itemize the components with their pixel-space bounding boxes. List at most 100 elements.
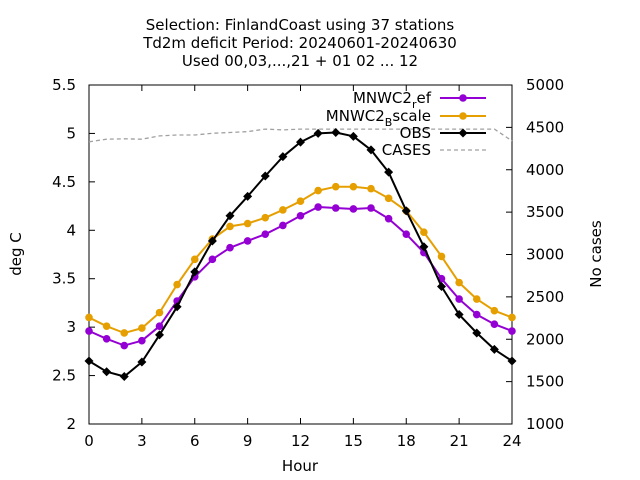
plot-frame [88,84,513,425]
data-point [402,230,411,238]
data-point [155,308,164,317]
data-point [489,344,499,354]
data-point [102,334,111,343]
data-point [313,128,323,138]
data-point [455,295,463,303]
legend-entry-mnwc2-ref: MNWC2ref [353,89,486,111]
data-point [120,341,129,350]
data-point [437,252,446,261]
y2-tick-label: 1000 [526,415,564,433]
x-tick-label: 3 [137,432,147,450]
data-point [472,310,481,319]
series-mnwc2-ref [85,203,516,350]
x-axis-label: Hour [282,457,319,475]
legend-label-main: MNWC2 [326,107,385,125]
data-point [490,320,499,329]
data-point [367,184,375,193]
series-line [88,131,513,378]
data-point [331,204,340,212]
legend-label-tail: ef [416,89,431,107]
data-point [119,372,129,382]
data-point [173,280,181,289]
data-point [349,182,358,191]
data-point [85,313,93,322]
data-point [420,228,428,237]
legend-label: MNWC2Bscale [326,107,431,129]
legend-label: CASES [382,141,431,159]
data-point [279,221,287,230]
x-tick-label: 6 [190,432,200,450]
data-point [314,203,322,211]
data-point [508,313,516,322]
data-point [455,278,463,287]
y-tick-label: 4.5 [52,173,76,191]
legend-label-subscript: B [385,116,393,129]
data-point [261,213,270,222]
legend-swatch-marker [459,94,467,102]
data-point [102,322,111,330]
data-point [120,329,129,337]
data-point [102,367,112,377]
x-tick-label: 9 [243,432,253,450]
data-point [454,310,464,320]
data-point [138,324,146,332]
y-tick-label: 2 [66,415,76,433]
legend-swatch-marker [458,128,468,138]
chart-title-line-2: Td2m deficit Period: 20240601-20240630 [142,34,457,52]
series-line [88,185,513,334]
data-point [243,219,252,228]
legend-entry-obs: OBS [400,124,486,142]
data-point [349,205,358,213]
x-tick-label: 21 [450,432,469,450]
series-mnwc2-bscale [85,182,516,337]
data-point [278,152,288,162]
data-point [226,222,234,231]
data-point [155,322,164,330]
data-point [419,242,429,252]
data-point [331,182,340,191]
legend-label-main: MNWC2 [353,89,412,107]
data-point [314,186,322,195]
x-tick-label: 15 [344,432,363,450]
y2-axis-label: No cases [587,220,605,288]
data-point [384,214,393,223]
data-point [367,204,375,212]
data-point [243,191,253,201]
data-point [384,167,394,177]
y2-tick-label: 3500 [526,203,564,221]
data-point [190,267,200,277]
y-tick-label: 5 [66,124,76,142]
series-line [88,128,513,143]
data-point [225,211,235,221]
legend-label-tail: scale [392,107,431,125]
y2-tick-label: 3000 [526,246,564,264]
data-point [85,327,93,335]
legend-entry-mnwc2-bscale: MNWC2Bscale [326,107,486,129]
data-point [155,330,164,340]
data-point [437,281,446,291]
x-tick-label: 24 [502,432,521,450]
data-point [296,137,305,147]
legend-label: MNWC2ref [353,89,432,111]
y-tick-label: 2.5 [52,367,76,385]
series-cases [88,128,513,143]
data-point [207,236,217,246]
data-point [490,306,499,315]
data-point [507,356,517,366]
data-point [279,206,287,214]
data-point [384,194,393,203]
y2-tick-label: 4000 [526,161,564,179]
data-point [296,197,305,206]
data-point [472,295,481,303]
legend-label-subscript: r [412,98,417,111]
y2-tick-label: 2000 [526,330,564,348]
data-point [296,211,305,220]
y2-tick-label: 4500 [526,118,564,136]
y2-tick-label: 1500 [526,373,564,391]
y-tick-label: 5.5 [52,76,76,94]
data-point [508,327,516,335]
data-point [243,237,252,245]
series-obs [84,127,517,382]
legend-label-main: OBS [400,124,431,142]
